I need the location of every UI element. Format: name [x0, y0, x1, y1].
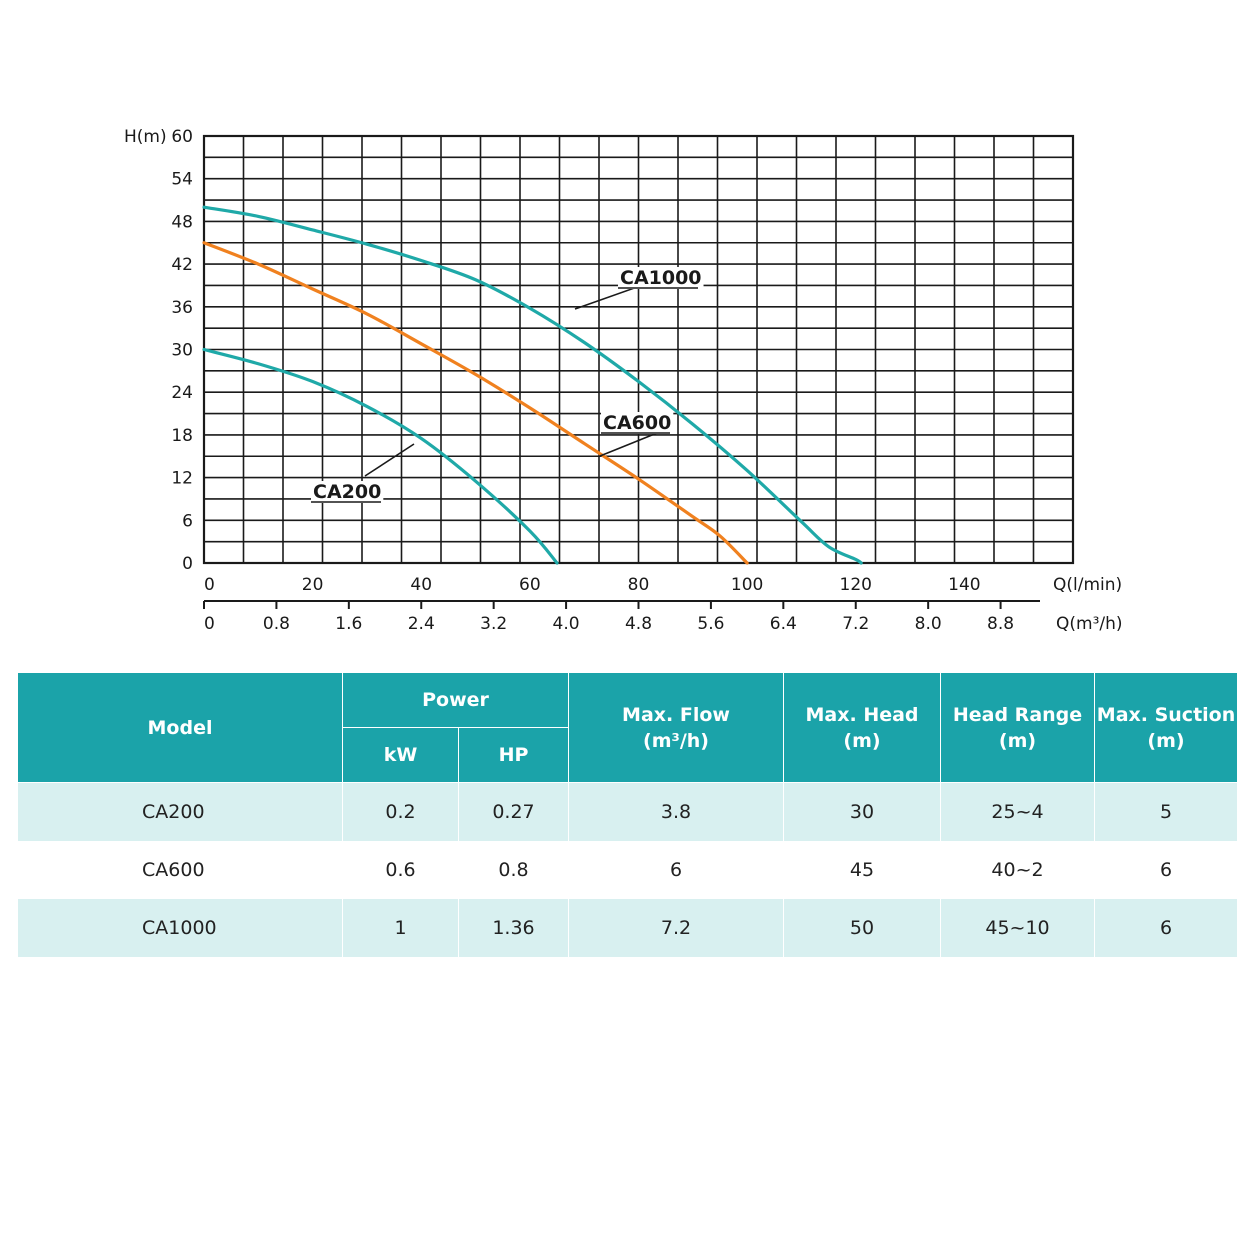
cell-max-head: 45	[783, 841, 942, 899]
series-label-background	[618, 267, 704, 289]
x2-tick-label: 8.8	[987, 614, 1014, 634]
y-tick-label: 12	[171, 469, 193, 489]
header-max-suction-label: Max. Suction	[1096, 703, 1236, 726]
cell-max-head: 30	[783, 782, 942, 841]
cell-hp: 1.36	[457, 899, 570, 957]
x2-tick-label: 4.0	[553, 614, 580, 634]
series-label-ca600: CA600	[603, 412, 671, 434]
x2-tick-label: 7.2	[842, 614, 869, 634]
cell-max-suction: 6	[1094, 841, 1239, 899]
header-max-suction-unit: (m)	[1147, 729, 1185, 752]
y-tick-label: 54	[171, 170, 193, 190]
x2-tick-label: 0.8	[263, 614, 290, 634]
cell-hp: 0.8	[457, 841, 570, 899]
cell-max-suction: 5	[1094, 782, 1239, 841]
y-tick-label: 48	[171, 212, 193, 232]
x2-axis-label: Q(m³/h)	[1056, 614, 1123, 634]
x2-tick-label: 4.8	[625, 614, 652, 634]
x-tick-label: 80	[628, 575, 650, 595]
series-curve-ca200	[202, 347, 559, 565]
x2-tick-label: 1.6	[335, 614, 362, 634]
header-kw: kW	[342, 727, 459, 783]
chart-grid	[202, 134, 1075, 565]
header-max-head-label: Max. Head	[805, 703, 919, 726]
x2-tick-label: 8.0	[915, 614, 942, 634]
y-tick-label: 0	[182, 554, 193, 574]
cell-model: CA200	[17, 782, 343, 841]
table-row: CA200 0.2 0.27 3.8 30 25~4 5	[17, 782, 1239, 841]
series-curve-ca1000	[202, 205, 863, 565]
cell-max-flow: 6	[568, 841, 785, 899]
chart-series	[202, 205, 863, 565]
cell-kw: 0.2	[342, 782, 459, 841]
x-tick-label: 140	[948, 575, 980, 595]
x-tick-label: 100	[731, 575, 763, 595]
series-curve-ca600	[202, 241, 749, 565]
y-tick-label: 60	[171, 127, 193, 147]
cell-kw: 1	[342, 899, 459, 957]
header-head-range: Head Range (m)	[940, 672, 1096, 783]
y-tick-label: 42	[171, 255, 193, 275]
table-subheader-row: kW HP	[18, 727, 1238, 783]
table-row: CA600 0.6 0.8 6 45 40~2 6	[17, 841, 1239, 899]
callout-leader-ca200	[364, 443, 415, 477]
header-max-flow-unit: (m³/h)	[643, 729, 709, 752]
chart-labels: CA1000 CA600 CA200	[311, 267, 704, 503]
callout-leader-ca600	[599, 430, 663, 457]
table-header-row: Model Power Max. Flow (m³/h) Max. Head (…	[17, 672, 1239, 783]
x-tick-label: 0	[204, 575, 215, 595]
x-tick-label: 60	[519, 575, 541, 595]
cell-head-range: 25~4	[940, 782, 1096, 841]
y-tick-label: 30	[171, 341, 193, 361]
x2-tick-label: 0	[204, 614, 215, 634]
cell-head-range: 40~2	[940, 841, 1096, 899]
cell-max-flow: 3.8	[568, 782, 785, 841]
y-tick-label: 6	[182, 511, 193, 531]
x2-tick-label: 2.4	[408, 614, 435, 634]
cell-kw: 0.6	[342, 841, 459, 899]
table-row: CA1000 1 1.36 7.2 50 45~10 6	[17, 899, 1239, 957]
header-head-range-unit: (m)	[998, 729, 1037, 752]
cell-max-suction: 6	[1094, 899, 1239, 957]
y-axis-label: H(m)	[124, 127, 167, 147]
cell-max-flow: 7.2	[568, 899, 785, 957]
series-label-background	[311, 481, 384, 503]
header-max-flow-label: Max. Flow	[622, 703, 730, 726]
x-tick-label: 120	[840, 575, 872, 595]
header-max-head-unit: (m)	[843, 729, 881, 752]
x2-tick-label: 6.4	[770, 614, 797, 634]
header-power: Power	[341, 672, 570, 728]
header-max-suction: Max. Suction (m)	[1094, 672, 1239, 783]
cell-model: CA600	[17, 841, 343, 899]
x2-tick-label: 5.6	[697, 614, 724, 634]
header-hp: HP	[457, 727, 570, 783]
header-max-flow: Max. Flow (m³/h)	[568, 672, 785, 783]
cell-hp: 0.27	[457, 782, 570, 841]
x-tick-label: 20	[302, 575, 324, 595]
callout-leader-ca1000	[574, 285, 641, 310]
y-tick-label: 18	[171, 426, 193, 446]
pump-spec-table: Model Power Max. Flow (m³/h) Max. Head (…	[17, 672, 1239, 957]
y-tick-label: 24	[171, 383, 193, 403]
y-tick-label: 36	[171, 298, 193, 318]
series-label-ca200: CA200	[313, 481, 381, 503]
cell-max-head: 50	[783, 899, 942, 957]
series-label-ca1000: CA1000	[620, 267, 702, 289]
x-tick-label: 40	[410, 575, 432, 595]
header-max-head: Max. Head (m)	[783, 672, 942, 783]
x2-tick-label: 3.2	[480, 614, 507, 634]
x-axis-label: Q(l/min)	[1053, 575, 1122, 595]
series-label-background	[601, 412, 674, 434]
header-head-range-label: Head Range	[952, 703, 1083, 726]
cell-model: CA1000	[17, 899, 343, 957]
header-model: Model	[17, 672, 343, 783]
cell-head-range: 45~10	[940, 899, 1096, 957]
